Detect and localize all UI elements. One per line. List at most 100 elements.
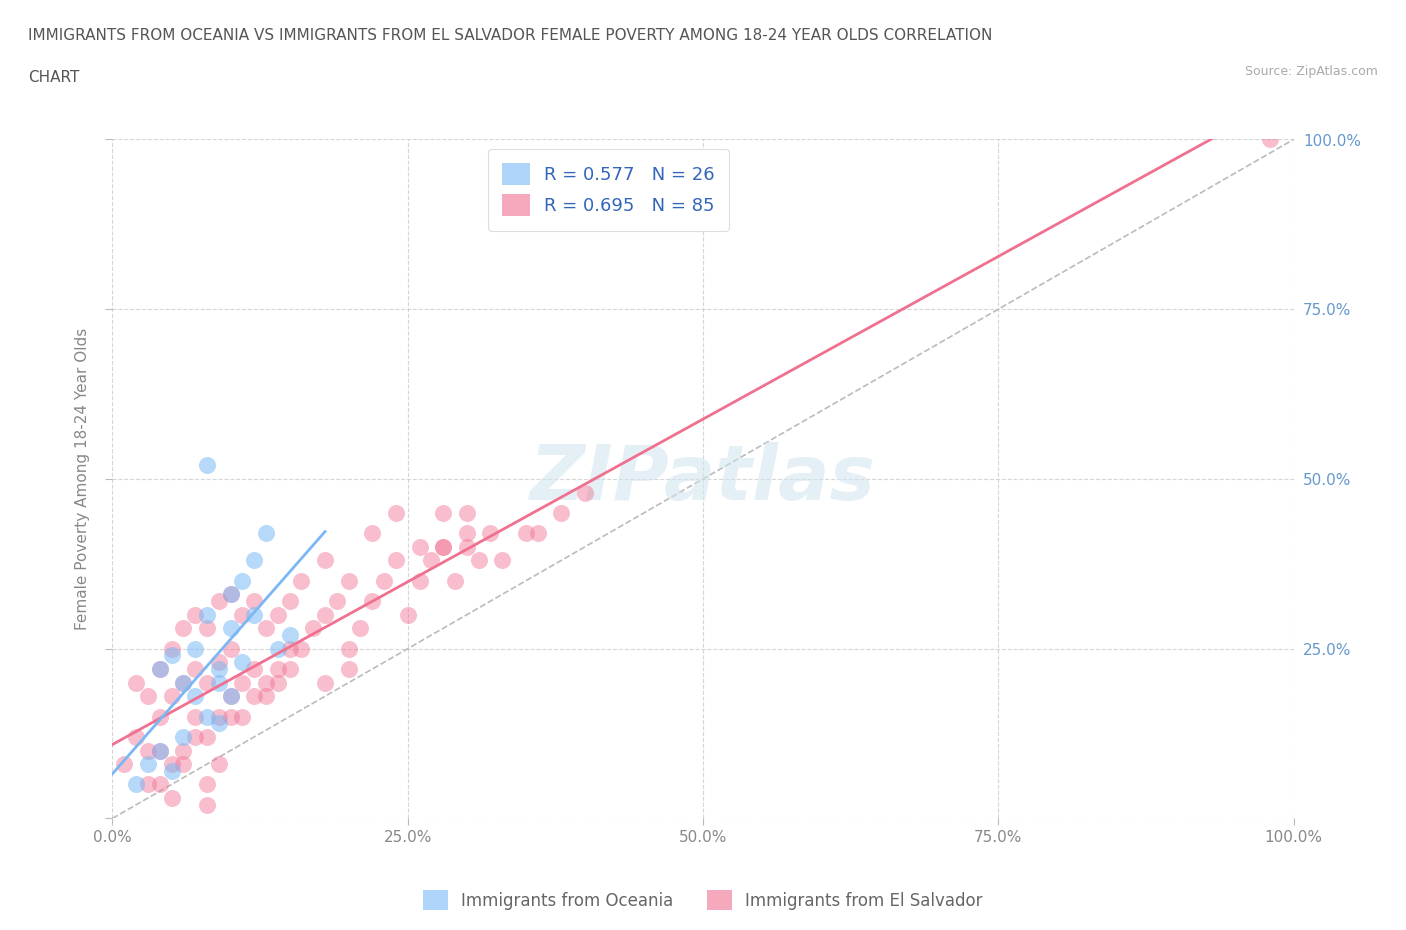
Point [243,607,266,622]
Point [172,675,194,690]
Legend: R = 0.577   N = 26, R = 0.695   N = 85: R = 0.577 N = 26, R = 0.695 N = 85 [488,149,730,231]
Point [349,621,371,636]
Point [219,689,242,704]
Point [125,777,148,792]
Point [337,642,360,657]
Point [195,777,218,792]
Point [243,689,266,704]
Point [208,593,231,608]
Point [195,458,218,472]
Point [267,675,290,690]
Point [172,621,194,636]
Point [254,621,277,636]
Point [125,675,148,690]
Point [184,661,207,676]
Point [243,553,266,568]
Point [208,710,231,724]
Text: IMMIGRANTS FROM OCEANIA VS IMMIGRANTS FROM EL SALVADOR FEMALE POVERTY AMONG 18-2: IMMIGRANTS FROM OCEANIA VS IMMIGRANTS FR… [28,28,993,43]
Legend: Immigrants from Oceania, Immigrants from El Salvador: Immigrants from Oceania, Immigrants from… [416,884,990,917]
Point [231,675,253,690]
Point [254,689,277,704]
Point [160,764,183,778]
Point [231,573,253,589]
Point [337,573,360,589]
Point [195,710,218,724]
Point [479,525,502,540]
Point [396,607,419,622]
Point [491,553,513,568]
Point [1258,132,1281,147]
Point [219,587,242,602]
Point [149,777,172,792]
Point [373,573,395,589]
Point [290,573,312,589]
Point [160,757,183,772]
Point [314,607,336,622]
Point [172,729,194,744]
Text: ZIPatlas: ZIPatlas [530,442,876,516]
Point [136,757,159,772]
Point [136,777,159,792]
Point [172,743,194,758]
Point [254,525,277,540]
Point [112,757,135,772]
Point [195,797,218,812]
Point [208,661,231,676]
Point [385,553,408,568]
Point [195,621,218,636]
Point [219,642,242,657]
Point [149,743,172,758]
Point [195,675,218,690]
Point [172,757,194,772]
Point [408,539,430,554]
Point [219,689,242,704]
Point [361,593,384,608]
Point [172,675,194,690]
Point [432,539,454,554]
Point [208,675,231,690]
Point [456,539,478,554]
Point [254,675,277,690]
Point [184,607,207,622]
Point [125,729,148,744]
Point [432,506,454,521]
Point [337,661,360,676]
Point [136,689,159,704]
Point [219,621,242,636]
Point [160,648,183,663]
Point [184,689,207,704]
Point [149,710,172,724]
Point [208,716,231,731]
Point [184,729,207,744]
Point [385,506,408,521]
Point [467,553,489,568]
Y-axis label: Female Poverty Among 18-24 Year Olds: Female Poverty Among 18-24 Year Olds [75,328,90,631]
Point [444,573,467,589]
Point [136,743,159,758]
Text: Source: ZipAtlas.com: Source: ZipAtlas.com [1244,65,1378,78]
Point [160,642,183,657]
Point [243,593,266,608]
Point [184,710,207,724]
Point [456,506,478,521]
Point [574,485,596,500]
Point [195,607,218,622]
Point [160,689,183,704]
Point [208,655,231,670]
Point [314,675,336,690]
Point [267,607,290,622]
Point [290,642,312,657]
Point [408,573,430,589]
Point [149,743,172,758]
Point [278,642,301,657]
Point [267,642,290,657]
Point [314,553,336,568]
Point [267,661,290,676]
Point [231,710,253,724]
Point [456,525,478,540]
Point [184,642,207,657]
Point [278,628,301,643]
Point [432,539,454,554]
Point [302,621,325,636]
Point [149,661,172,676]
